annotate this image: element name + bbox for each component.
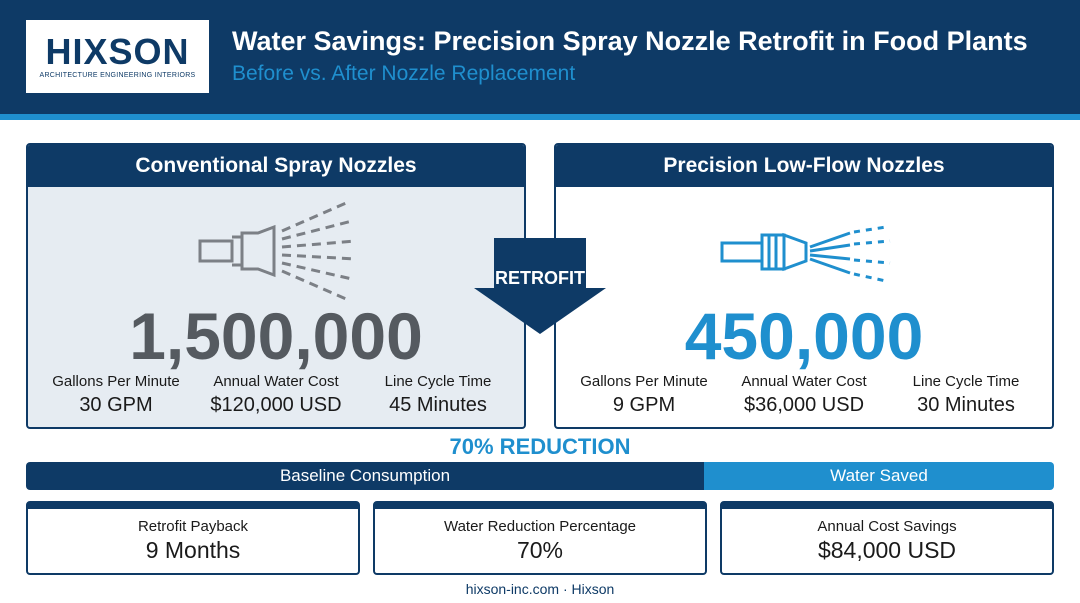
card-label: Retrofit Payback <box>137 518 249 535</box>
page-title: Water Savings: Precision Spray Nozzle Re… <box>232 26 1028 56</box>
baseline-consumption-bar: Baseline Consumption <box>26 462 704 490</box>
low-flow-nozzle-icon <box>720 225 891 283</box>
logo-tagline: ARCHITECTURE ENGINEERING INTERIORS <box>39 72 196 79</box>
water-saved-bar: Water Saved <box>704 462 1054 490</box>
precision-nozzles-panel: Precision Low-Flow Nozzles 450,000 Gallo… <box>554 143 1054 429</box>
precision-stat-gpm: Gallons Per Minute 9 GPM <box>564 373 724 417</box>
stat-label: Gallons Per Minute <box>52 373 180 390</box>
header-banner: HIXSON ARCHITECTURE ENGINEERING INTERIOR… <box>0 0 1080 116</box>
spray-nozzle-icon <box>198 201 357 301</box>
retrofit-arrow: RETROFIT <box>474 238 606 334</box>
summary-card-payback: Retrofit Payback 9 Months <box>26 501 360 575</box>
precision-stat-cost: Annual Water Cost $36,000 USD <box>724 373 884 417</box>
reduction-headline: 70% REDUCTION <box>449 434 631 459</box>
stat-value: 30 GPM <box>79 394 153 416</box>
precision-stats: Gallons Per Minute 9 GPM Annual Water Co… <box>556 373 1052 427</box>
precision-annual-gallons: 450,000 <box>684 299 924 373</box>
card-value: 9 Months <box>145 537 241 563</box>
stat-label: Annual Water Cost <box>741 373 867 390</box>
card-label: Water Reduction Percentage <box>443 518 637 535</box>
stat-value: 9 GPM <box>612 394 676 416</box>
conventional-panel-heading: Conventional Spray Nozzles <box>28 145 524 187</box>
page-subtitle: Before vs. After Nozzle Replacement <box>232 62 576 85</box>
precision-stat-cycle: Line Cycle Time 30 Minutes <box>886 373 1046 417</box>
down-arrow-icon <box>474 238 606 334</box>
conventional-nozzles-panel: Conventional Spray Nozzles 1,500,000 Gal… <box>26 143 526 429</box>
card-value: 70% <box>516 537 564 563</box>
conventional-stat-cost: Annual Water Cost $120,000 USD <box>196 373 356 417</box>
header-accent-stripe <box>0 114 1080 120</box>
stat-value: $36,000 USD <box>743 394 865 416</box>
conventional-stat-cycle: Line Cycle Time 45 Minutes <box>358 373 518 417</box>
card-value: $84,000 USD <box>817 537 957 563</box>
stat-value: $120,000 USD <box>210 394 342 416</box>
retrofit-label: RETROFIT <box>495 268 585 288</box>
card-label: Annual Cost Savings <box>817 518 957 535</box>
conventional-annual-gallons: 1,500,000 <box>129 299 423 373</box>
stat-label: Gallons Per Minute <box>580 373 708 390</box>
summary-card-savings: Annual Cost Savings $84,000 USD <box>720 501 1054 575</box>
stat-label: Line Cycle Time <box>384 373 492 390</box>
precision-panel-heading: Precision Low-Flow Nozzles <box>556 145 1052 187</box>
stat-label: Annual Water Cost <box>213 373 339 390</box>
footer-credit: hixson-inc.com · Hixson <box>465 581 615 597</box>
summary-card-reduction: Water Reduction Percentage 70% <box>373 501 707 575</box>
logo-wordmark: HIXSON <box>45 31 190 72</box>
stat-value: 30 Minutes <box>917 394 1015 416</box>
company-logo: HIXSON ARCHITECTURE ENGINEERING INTERIOR… <box>26 20 209 93</box>
stat-label: Line Cycle Time <box>912 373 1020 390</box>
conventional-stats: Gallons Per Minute 30 GPM Annual Water C… <box>28 373 524 427</box>
conventional-stat-gpm: Gallons Per Minute 30 GPM <box>36 373 196 417</box>
stat-value: 45 Minutes <box>389 394 487 416</box>
